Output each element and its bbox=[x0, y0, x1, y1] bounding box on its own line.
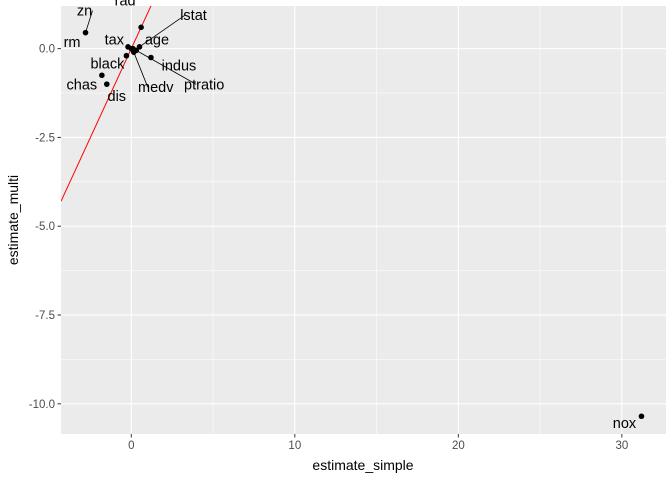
point-indus bbox=[148, 54, 154, 61]
x-tick-label: 20 bbox=[452, 440, 465, 452]
grid-major bbox=[61, 6, 666, 434]
y-tick-label: 0.0 bbox=[39, 44, 55, 56]
y-tick-label: -7.5 bbox=[35, 310, 55, 322]
y-tick-label: -2.5 bbox=[35, 132, 55, 144]
point-label-dis: dis bbox=[108, 89, 127, 105]
point-chas bbox=[99, 72, 105, 79]
y-axis-ticks: 0.0 -2.5 -5.0 -7.5 -10.0 bbox=[29, 44, 61, 411]
x-tick-label: 30 bbox=[615, 440, 628, 452]
point-label-black: black bbox=[90, 57, 125, 73]
point-nox bbox=[638, 413, 645, 420]
y-tick-label: -5.0 bbox=[35, 221, 55, 233]
point-label-zn: zn bbox=[77, 4, 92, 20]
point-dis bbox=[103, 81, 110, 87]
x-axis-ticks: 0 10 20 30 bbox=[128, 434, 628, 452]
point-label-chas: chas bbox=[67, 77, 98, 93]
point-label-nox: nox bbox=[613, 416, 637, 432]
point-zn bbox=[82, 29, 89, 36]
x-axis-title: estimate_simple bbox=[312, 457, 413, 473]
points-layer bbox=[82, 24, 645, 420]
point-rad bbox=[138, 24, 144, 31]
point-label-rm: rm bbox=[64, 35, 81, 51]
point-label-lstat: lstat bbox=[180, 8, 207, 24]
point-label-age: age bbox=[145, 33, 169, 49]
point-medv bbox=[130, 49, 137, 55]
point-label-rad: rad bbox=[115, 0, 136, 9]
point-label-ptratio: ptratio bbox=[184, 77, 224, 93]
y-tick-label: -10.0 bbox=[29, 399, 55, 411]
reference-line-layer bbox=[61, 6, 152, 202]
label-segment-ptratio bbox=[136, 50, 197, 85]
point-label-medv: medv bbox=[138, 80, 174, 96]
y-axis-title: estimate_multi bbox=[5, 175, 21, 265]
point-black bbox=[123, 52, 130, 59]
point-labels: zn rad lstat rm tax age indus black ptratio medv c… bbox=[64, 0, 637, 432]
point-label-tax: tax bbox=[105, 33, 125, 49]
point-label-indus: indus bbox=[162, 59, 197, 75]
label-segment-lstat bbox=[139, 14, 186, 48]
x-tick-label: 0 bbox=[128, 440, 134, 452]
grid-minor bbox=[61, 6, 666, 434]
point-lstat bbox=[136, 44, 143, 50]
panel-background bbox=[61, 6, 666, 434]
label-segments bbox=[85, 10, 197, 88]
x-tick-label: 10 bbox=[288, 440, 301, 452]
label-segment-zn bbox=[85, 10, 93, 33]
label-segment-medv bbox=[133, 52, 149, 88]
reference-line bbox=[61, 6, 152, 202]
